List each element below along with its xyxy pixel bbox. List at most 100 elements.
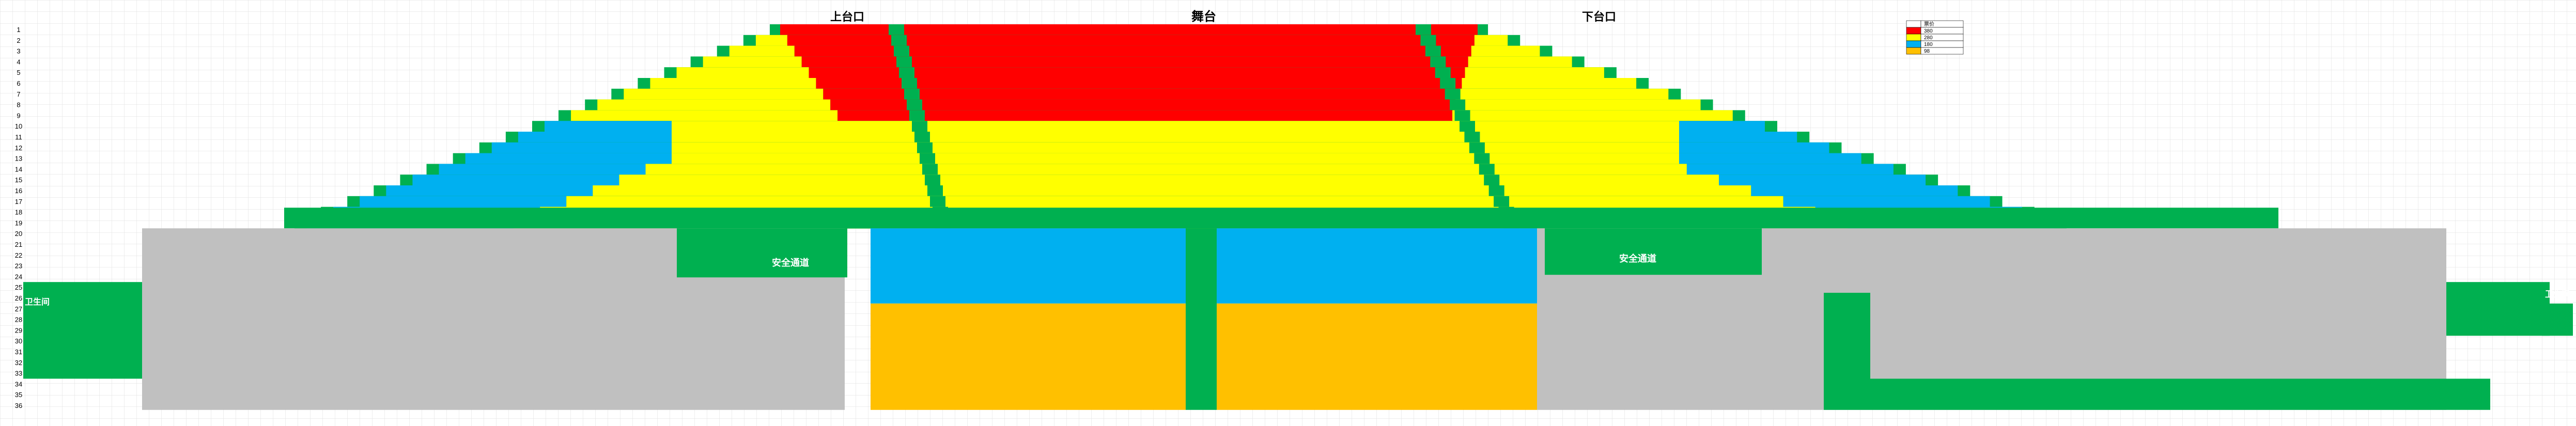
aisle-step	[1460, 121, 1475, 132]
row-number: 23	[15, 262, 22, 270]
seat-block-280[interactable]	[1462, 78, 1637, 89]
seat-block-280[interactable]	[1458, 88, 1669, 100]
aisle-step	[891, 35, 907, 46]
row-number: 13	[15, 155, 22, 163]
seat-block-180[interactable]	[360, 196, 567, 207]
seat-block-280[interactable]	[703, 56, 802, 68]
seat-block-280[interactable]	[1471, 45, 1540, 57]
seat-block-180[interactable]	[1679, 121, 1765, 132]
seat-block-280[interactable]	[624, 88, 824, 100]
row-number: 21	[15, 241, 22, 248]
seat-block-380[interactable]	[801, 56, 1468, 68]
row-number: 17	[15, 198, 22, 206]
seat-block-180[interactable]	[1686, 164, 1894, 175]
seat-block-280[interactable]	[672, 132, 1679, 143]
seat-block-280[interactable]	[566, 196, 1783, 207]
seat-block-280[interactable]	[619, 175, 1719, 185]
seat-block-280[interactable]	[755, 35, 787, 46]
legend-swatch	[1906, 40, 1921, 48]
seat-block-280[interactable]	[1468, 56, 1572, 68]
seat-block-380[interactable]	[787, 35, 1475, 46]
row-number: 27	[15, 305, 22, 313]
row-number: 30	[15, 337, 22, 345]
seat-block-280[interactable]	[571, 110, 838, 121]
restroom-left-label: 卫生间	[25, 297, 50, 307]
row-number: 15	[15, 176, 22, 184]
row-number: 7	[17, 90, 20, 98]
legend-swatch	[1906, 27, 1921, 35]
seat-block-380[interactable]	[830, 99, 1456, 111]
aisle-step	[927, 185, 943, 196]
seat-block-280[interactable]	[672, 121, 1679, 132]
row-number: 33	[15, 370, 22, 377]
seat-block-180[interactable]	[491, 142, 672, 153]
seat-block-180[interactable]	[439, 164, 646, 175]
row-number: 4	[17, 58, 20, 66]
seat-block-180[interactable]	[412, 175, 619, 185]
restroom-right-door	[2542, 303, 2573, 336]
aisle-step	[907, 99, 922, 111]
seat-block-380[interactable]	[823, 88, 1459, 100]
seat-block-180[interactable]	[1679, 142, 1829, 153]
row-number: 18	[15, 209, 22, 216]
seat-block-180[interactable]	[1679, 153, 1861, 164]
seat-block-380[interactable]	[794, 45, 1471, 57]
seat-block-180[interactable]	[1783, 196, 1990, 207]
row-number: 24	[15, 273, 22, 280]
seat-block-280[interactable]	[645, 164, 1687, 175]
row-number: 32	[15, 359, 22, 367]
aisle-step	[1450, 99, 1466, 111]
seat-block-380[interactable]	[837, 110, 1453, 121]
seat-block-280[interactable]	[1474, 35, 1508, 46]
aisle-step	[904, 88, 920, 100]
seat-block-180[interactable]	[1719, 175, 1926, 185]
seat-block-280[interactable]	[597, 99, 831, 111]
seat-block-280[interactable]	[729, 45, 795, 57]
seat-block-180[interactable]	[1217, 228, 1537, 304]
row-number: 25	[15, 283, 22, 291]
aisle-step	[902, 78, 917, 89]
seat-block-380[interactable]	[780, 24, 1478, 35]
seat-block-180[interactable]	[465, 153, 672, 164]
seat-block-98[interactable]	[1217, 303, 1537, 410]
aisle-step	[914, 132, 930, 143]
seat-block-180[interactable]	[545, 121, 672, 132]
row-number: 28	[15, 316, 22, 324]
seat-block-380[interactable]	[816, 78, 1462, 89]
row-number: 10	[15, 122, 22, 130]
row-number: 26	[15, 294, 22, 302]
legend-swatch	[1906, 34, 1921, 41]
seat-block-180[interactable]	[1751, 185, 1958, 196]
seat-block-98[interactable]	[871, 303, 1186, 410]
aisle-step	[917, 142, 933, 153]
aisle-step	[894, 45, 909, 57]
seat-block-180[interactable]	[518, 132, 672, 143]
seat-block-280[interactable]	[1465, 67, 1604, 78]
aisle-step	[1416, 24, 1431, 35]
legend-swatch	[1906, 47, 1921, 55]
aisle-step	[930, 196, 945, 207]
restroom-left	[23, 282, 142, 379]
seat-block-280[interactable]	[1455, 99, 1701, 111]
row-number-column: 1234567891011121314151617181920212223242…	[15, 26, 22, 409]
row-number: 19	[15, 219, 22, 227]
row-number: 8	[17, 101, 20, 109]
seat-block-380[interactable]	[809, 67, 1465, 78]
aisle-step	[912, 121, 927, 132]
seat-block-280[interactable]	[672, 153, 1679, 164]
aisle-step	[1479, 164, 1495, 175]
seat-block-280[interactable]	[672, 142, 1679, 153]
aisle-step	[1488, 185, 1504, 196]
seat-block-280[interactable]	[676, 67, 809, 78]
aisle-step	[1420, 35, 1436, 46]
row-number: 14	[15, 165, 22, 173]
legend-label: 280	[1924, 35, 1933, 41]
safety-aisle-right	[1545, 228, 1762, 275]
seat-block-280[interactable]	[1452, 110, 1733, 121]
seat-block-180[interactable]	[386, 185, 593, 196]
seat-block-280[interactable]	[650, 78, 816, 89]
seat-block-280[interactable]	[593, 185, 1751, 196]
seat-block-180[interactable]	[871, 228, 1186, 304]
row-number: 34	[15, 380, 22, 388]
seat-block-180[interactable]	[1679, 132, 1797, 143]
